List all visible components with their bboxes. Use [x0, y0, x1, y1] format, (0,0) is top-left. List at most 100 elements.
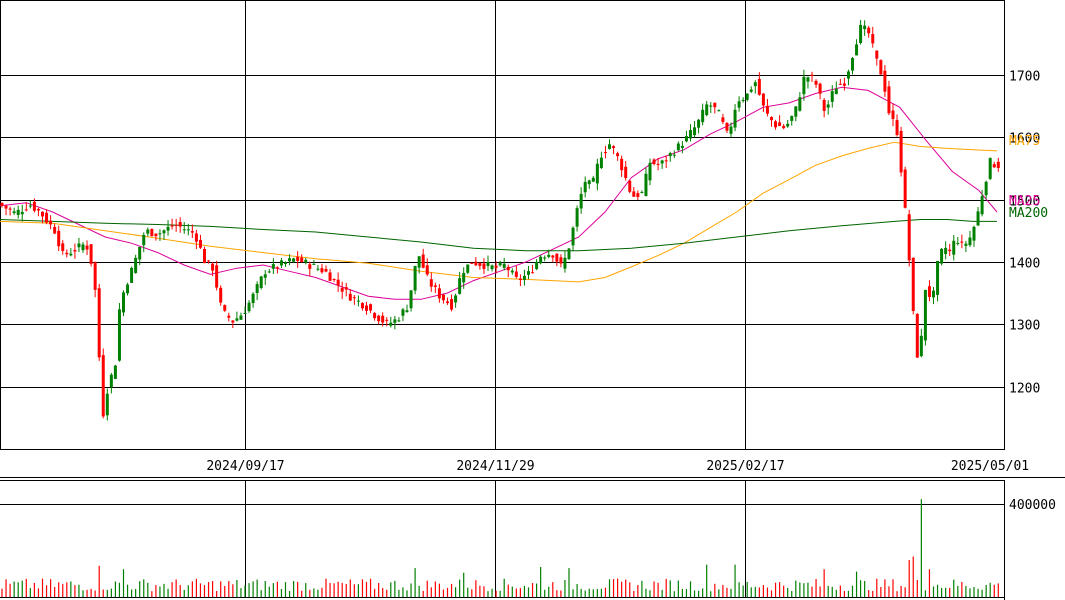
candle-down [883, 70, 887, 92]
price-panel: 1200 1300 1400 1500 1600 1700 MA75 MA25 MA200 [0, 0, 1048, 597]
candle-down [441, 294, 445, 301]
candle-down [770, 117, 773, 121]
candle-down [308, 264, 312, 269]
price-tick-label: 1400 [1009, 257, 1040, 272]
candle-down [842, 83, 846, 86]
candle-up [923, 289, 927, 341]
candle-up [417, 256, 421, 268]
candle-up [409, 290, 413, 309]
candle-down [385, 319, 389, 321]
candle-down [421, 254, 425, 268]
candle-up [413, 265, 417, 291]
candle-up [648, 162, 652, 181]
candle-down [559, 257, 563, 264]
candle-up [284, 262, 287, 265]
price-tick-label: 1500 [1009, 195, 1040, 210]
candle-down [336, 279, 340, 286]
candle-down [170, 225, 174, 227]
candle-down [203, 248, 206, 264]
candle-up [267, 271, 271, 273]
candle-up [502, 263, 506, 268]
candle-down [36, 208, 40, 211]
candle-up [247, 302, 251, 312]
candle-down [616, 153, 620, 157]
candle-down [360, 303, 364, 309]
candle-up [158, 233, 162, 235]
candle-up [498, 262, 502, 266]
candle-up [984, 181, 988, 196]
candle-up [608, 144, 611, 149]
candle-up [790, 116, 794, 121]
candle-up [830, 91, 834, 102]
candle-up [591, 177, 595, 182]
candle-down [911, 257, 915, 311]
candle-down [603, 152, 607, 154]
candle-down [992, 164, 996, 168]
candle-down [352, 297, 356, 299]
candle-down [8, 208, 12, 210]
candlesticks [0, 19, 1000, 421]
candle-up [316, 268, 320, 270]
candle-down [725, 122, 729, 131]
candle-up [263, 274, 267, 278]
candle-up [640, 191, 644, 193]
candle-up [458, 278, 462, 294]
candle-down [656, 163, 660, 165]
candle-up [182, 229, 186, 231]
candle-up [802, 76, 806, 95]
candle-up [462, 272, 466, 283]
candle-down [223, 305, 227, 311]
candle-down [875, 50, 879, 59]
candle-up [547, 254, 551, 257]
candle-down [101, 355, 105, 417]
candle-down [300, 257, 304, 263]
candle-down [89, 244, 93, 264]
candle-down [227, 315, 231, 318]
candle-up [126, 284, 130, 294]
candle-down [713, 102, 717, 108]
candle-down [470, 262, 474, 264]
candle-down [215, 265, 219, 288]
candle-up [522, 275, 526, 280]
candle-down [365, 305, 368, 311]
candle-up [717, 110, 721, 112]
candle-up [510, 270, 514, 273]
candle-up [932, 290, 935, 298]
candle-up [741, 99, 745, 101]
candle-down [551, 255, 555, 258]
candle-up [693, 127, 697, 136]
candle-down [482, 263, 486, 269]
candle-up [587, 180, 591, 185]
candle-up [972, 226, 976, 241]
volume-bars [1, 499, 999, 597]
candle-down [960, 241, 964, 243]
candle-up [235, 318, 239, 321]
price-tick-label: 1700 [1009, 70, 1040, 85]
candle-down [231, 320, 235, 323]
candle-down [4, 205, 8, 209]
candle-down [478, 263, 482, 266]
candle-up [599, 157, 603, 169]
candle-up [539, 256, 543, 264]
candle-down [879, 60, 883, 75]
candle-down [899, 130, 903, 173]
candle-up [729, 126, 733, 134]
candle-down [948, 249, 952, 252]
candle-up [733, 109, 737, 128]
candle-up [146, 229, 150, 234]
candle-up [701, 109, 705, 123]
candle-up [466, 264, 470, 273]
candle-up [401, 309, 405, 316]
date-axis-labels: 2024/09/17 2024/11/29 2025/02/17 2025/05/01 [206, 459, 1029, 474]
candle-down [198, 239, 202, 248]
candle-up [660, 160, 664, 164]
candle-up [863, 25, 867, 30]
candle-down [194, 233, 198, 242]
candle-up [976, 211, 980, 226]
candle-up [393, 319, 397, 323]
candle-down [774, 121, 778, 128]
candle-down [275, 267, 279, 269]
candle-down [903, 169, 907, 208]
price-tick-label: 1600 [1009, 132, 1040, 147]
